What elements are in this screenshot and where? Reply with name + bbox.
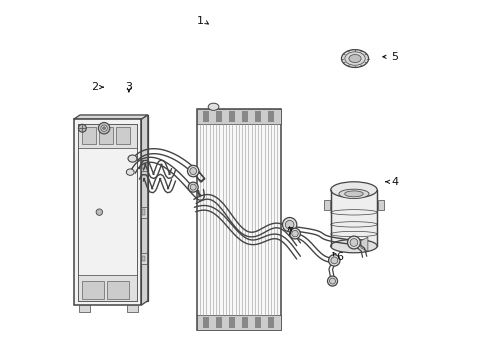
Ellipse shape	[347, 236, 360, 249]
Ellipse shape	[188, 182, 198, 192]
Bar	[323, 200, 330, 211]
Ellipse shape	[292, 230, 298, 237]
Bar	[197, 109, 281, 124]
Bar	[268, 111, 273, 122]
Bar	[142, 209, 146, 215]
Ellipse shape	[342, 50, 368, 67]
Bar	[79, 305, 90, 312]
Bar	[255, 317, 261, 328]
Polygon shape	[74, 115, 148, 119]
Ellipse shape	[344, 191, 363, 197]
Ellipse shape	[329, 255, 340, 266]
Ellipse shape	[78, 124, 86, 132]
Bar	[142, 256, 146, 261]
Text: 2: 2	[92, 82, 98, 92]
Ellipse shape	[331, 239, 377, 253]
Bar	[242, 317, 248, 328]
Ellipse shape	[331, 257, 338, 264]
Ellipse shape	[290, 228, 300, 239]
Ellipse shape	[349, 54, 361, 63]
Text: 5: 5	[392, 52, 398, 62]
Ellipse shape	[188, 165, 199, 177]
Ellipse shape	[339, 189, 369, 198]
Ellipse shape	[190, 184, 196, 190]
Ellipse shape	[331, 182, 377, 198]
Bar	[142, 163, 146, 168]
Ellipse shape	[98, 122, 110, 134]
Ellipse shape	[208, 103, 219, 111]
Bar	[78, 275, 137, 301]
Ellipse shape	[285, 220, 294, 229]
Bar	[78, 123, 137, 301]
Bar	[142, 160, 147, 171]
Bar	[78, 123, 137, 148]
Text: 3: 3	[125, 82, 132, 92]
Polygon shape	[142, 115, 148, 305]
Bar	[197, 315, 281, 330]
Bar	[142, 207, 147, 217]
Bar	[197, 109, 281, 330]
Ellipse shape	[329, 278, 336, 284]
Bar	[107, 281, 129, 299]
Bar	[74, 119, 142, 305]
Ellipse shape	[126, 169, 134, 175]
Text: 1: 1	[197, 16, 204, 26]
Bar	[142, 253, 147, 264]
Polygon shape	[361, 237, 368, 251]
Ellipse shape	[350, 239, 358, 246]
Bar	[216, 317, 222, 328]
Bar	[229, 111, 235, 122]
Ellipse shape	[128, 155, 137, 162]
Ellipse shape	[327, 276, 338, 286]
Bar	[127, 305, 138, 312]
Ellipse shape	[190, 168, 196, 175]
Ellipse shape	[283, 217, 297, 232]
Bar	[331, 190, 377, 246]
Bar	[229, 317, 235, 328]
Text: 7: 7	[286, 227, 293, 237]
Ellipse shape	[96, 209, 102, 215]
Bar	[268, 317, 273, 328]
Bar	[203, 111, 209, 122]
Bar	[378, 200, 384, 211]
Ellipse shape	[102, 127, 105, 130]
Bar	[82, 127, 97, 144]
Ellipse shape	[101, 125, 107, 131]
Text: 4: 4	[392, 177, 398, 187]
Bar	[99, 127, 113, 144]
Bar	[82, 281, 104, 299]
Polygon shape	[80, 115, 148, 301]
Bar	[242, 111, 248, 122]
Text: 6: 6	[336, 252, 343, 262]
Bar	[216, 111, 222, 122]
Bar	[116, 127, 130, 144]
Bar	[203, 317, 209, 328]
Bar	[255, 111, 261, 122]
